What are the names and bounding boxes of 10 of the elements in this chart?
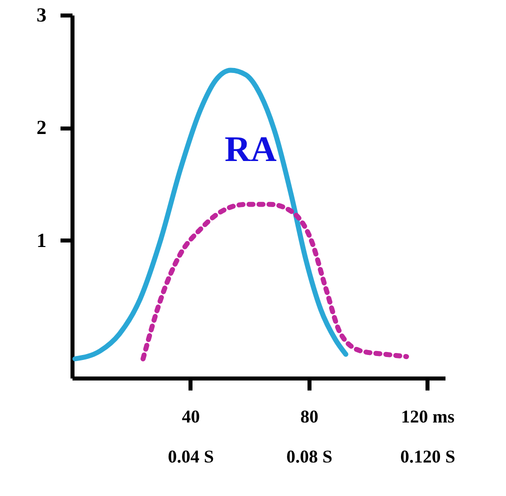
x-tick-label: 80 bbox=[300, 406, 318, 426]
x2-tick-label: 0.08 S bbox=[286, 446, 332, 466]
y-tick-label: 3 bbox=[36, 4, 46, 26]
series-label: RA bbox=[224, 129, 277, 170]
y-tick-label: 2 bbox=[36, 117, 46, 140]
x-tick-label: 120 ms bbox=[400, 406, 454, 426]
x2-tick-label: 0.120 S bbox=[400, 446, 456, 466]
x2-tick-label: 0.04 S bbox=[168, 446, 214, 466]
y-tick-label: 1 bbox=[36, 230, 46, 252]
x-tick-label: 40 bbox=[182, 406, 200, 426]
